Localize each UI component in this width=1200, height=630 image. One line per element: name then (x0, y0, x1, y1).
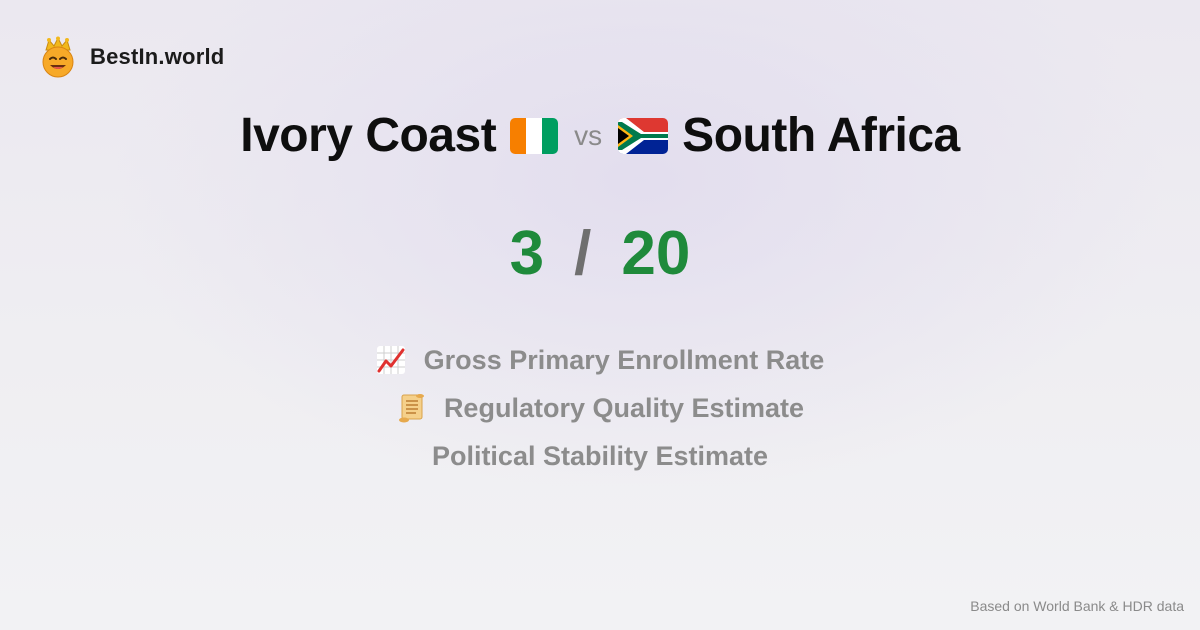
right-country-name: South Africa (682, 109, 960, 162)
south-africa-flag-icon (618, 117, 669, 154)
brand[interactable]: BestIn.world (38, 36, 224, 78)
metric-label: Political Stability Estimate (431, 440, 769, 471)
data-source-note: Based on World Bank & HDR data (970, 598, 1184, 614)
vs-label: vs (574, 119, 603, 151)
metric-label: Gross Primary Enrollment Rate (423, 344, 825, 375)
metric-label: Regulatory Quality Estimate (443, 392, 805, 423)
metric-item: Political Stability Estimate (432, 432, 768, 480)
left-country-name: Ivory Coast (240, 109, 497, 162)
crown-smiley-icon (42, 36, 74, 78)
right-score: 20 (621, 219, 691, 288)
score-separator: / (574, 219, 592, 288)
ivory-coast-flag-icon (510, 117, 559, 154)
comparison-title: Ivory Coast vs South Africa (0, 108, 1200, 163)
chart-increasing-icon (376, 346, 405, 374)
brand-name: BestIn.world (90, 44, 225, 69)
score: 3 / 20 (0, 218, 1200, 289)
metric-list: Gross Primary Enrollment Rate Regulatory… (0, 336, 1200, 480)
left-score: 3 (509, 219, 545, 288)
scroll-icon (398, 394, 424, 423)
metric-item: Regulatory Quality Estimate (396, 384, 804, 432)
metric-item: Gross Primary Enrollment Rate (376, 336, 825, 384)
